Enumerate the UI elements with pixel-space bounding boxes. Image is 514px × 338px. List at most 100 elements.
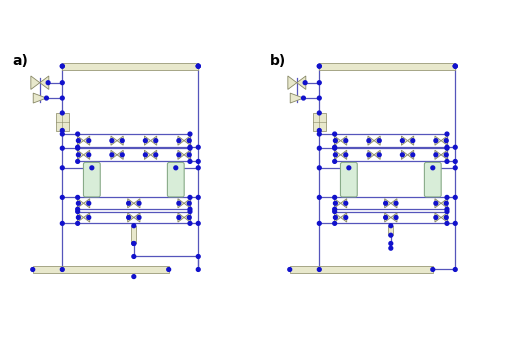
- Polygon shape: [408, 136, 414, 145]
- Circle shape: [389, 242, 393, 245]
- Polygon shape: [184, 213, 190, 222]
- Circle shape: [90, 166, 94, 170]
- Polygon shape: [297, 76, 306, 90]
- Polygon shape: [84, 150, 90, 160]
- Polygon shape: [435, 136, 441, 145]
- Circle shape: [453, 160, 457, 163]
- Circle shape: [453, 195, 457, 199]
- Circle shape: [87, 153, 90, 157]
- Polygon shape: [111, 150, 117, 160]
- Polygon shape: [178, 213, 184, 222]
- Circle shape: [137, 216, 141, 219]
- Bar: [33, 266, 169, 273]
- Circle shape: [76, 195, 80, 199]
- Circle shape: [45, 96, 48, 100]
- Circle shape: [120, 153, 124, 157]
- Polygon shape: [84, 213, 90, 222]
- FancyBboxPatch shape: [83, 162, 100, 197]
- Circle shape: [318, 81, 321, 84]
- Circle shape: [445, 145, 449, 149]
- Circle shape: [318, 128, 321, 132]
- Circle shape: [188, 221, 192, 225]
- Circle shape: [334, 201, 337, 205]
- Circle shape: [384, 216, 388, 219]
- Circle shape: [87, 139, 90, 143]
- Polygon shape: [374, 150, 380, 160]
- Polygon shape: [335, 136, 341, 145]
- Circle shape: [288, 268, 291, 271]
- Polygon shape: [178, 199, 184, 208]
- Circle shape: [120, 139, 124, 143]
- Circle shape: [453, 64, 457, 68]
- Polygon shape: [391, 199, 397, 208]
- Polygon shape: [151, 150, 157, 160]
- Polygon shape: [184, 136, 190, 145]
- Circle shape: [188, 207, 192, 211]
- Circle shape: [61, 81, 64, 84]
- Polygon shape: [134, 199, 140, 208]
- Circle shape: [196, 195, 200, 199]
- Circle shape: [188, 139, 191, 143]
- Circle shape: [344, 139, 347, 143]
- Bar: [388, 226, 393, 235]
- Polygon shape: [341, 150, 347, 160]
- Circle shape: [333, 221, 337, 225]
- Polygon shape: [435, 213, 441, 222]
- Circle shape: [445, 139, 448, 143]
- Circle shape: [333, 207, 337, 211]
- Polygon shape: [391, 213, 397, 222]
- Circle shape: [132, 255, 136, 258]
- Circle shape: [61, 64, 64, 68]
- Circle shape: [333, 146, 337, 150]
- Polygon shape: [384, 213, 391, 222]
- Bar: [290, 266, 433, 273]
- Circle shape: [196, 64, 200, 68]
- Circle shape: [188, 145, 192, 149]
- Circle shape: [132, 242, 136, 245]
- Circle shape: [188, 146, 192, 150]
- Circle shape: [445, 221, 449, 225]
- Circle shape: [389, 224, 393, 227]
- Circle shape: [76, 146, 80, 150]
- Circle shape: [431, 166, 435, 170]
- Circle shape: [127, 216, 131, 219]
- Circle shape: [188, 160, 192, 163]
- Polygon shape: [401, 136, 408, 145]
- Circle shape: [154, 153, 158, 157]
- Circle shape: [394, 216, 398, 219]
- Circle shape: [318, 132, 321, 136]
- Polygon shape: [40, 76, 49, 90]
- Circle shape: [303, 81, 307, 84]
- Circle shape: [333, 195, 337, 199]
- Circle shape: [333, 132, 337, 136]
- Polygon shape: [84, 136, 90, 145]
- Circle shape: [434, 153, 438, 157]
- FancyBboxPatch shape: [340, 162, 357, 197]
- Polygon shape: [144, 150, 151, 160]
- Bar: [131, 226, 136, 243]
- Circle shape: [389, 233, 393, 237]
- Circle shape: [367, 153, 371, 157]
- Circle shape: [196, 145, 200, 149]
- Polygon shape: [384, 199, 391, 208]
- Polygon shape: [335, 199, 341, 208]
- Polygon shape: [144, 136, 151, 145]
- Polygon shape: [78, 199, 84, 208]
- Circle shape: [110, 153, 114, 157]
- Circle shape: [445, 160, 449, 163]
- Circle shape: [318, 64, 321, 68]
- Circle shape: [453, 64, 457, 68]
- Polygon shape: [84, 199, 90, 208]
- Circle shape: [344, 201, 347, 205]
- Circle shape: [334, 153, 337, 157]
- Circle shape: [445, 153, 448, 157]
- Circle shape: [87, 201, 90, 205]
- Polygon shape: [178, 150, 184, 160]
- Circle shape: [445, 195, 449, 199]
- Text: a): a): [13, 54, 28, 68]
- Polygon shape: [341, 213, 347, 222]
- FancyBboxPatch shape: [168, 162, 184, 197]
- Circle shape: [77, 153, 80, 157]
- Circle shape: [344, 153, 347, 157]
- Circle shape: [318, 96, 321, 100]
